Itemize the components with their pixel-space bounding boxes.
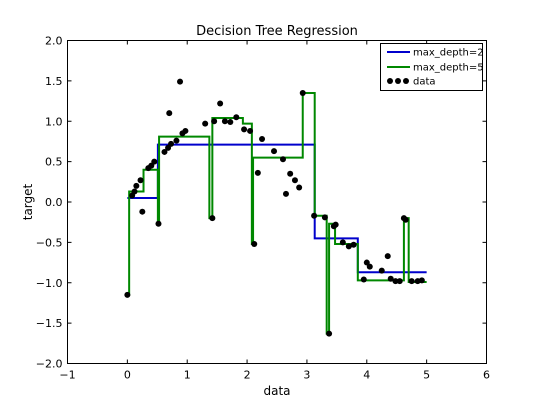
series-line-max-depth-5 [127, 91, 427, 335]
data-point [211, 118, 218, 125]
data-point [392, 278, 399, 285]
series-layer [124, 78, 427, 337]
data-point [155, 220, 162, 227]
legend-label-max-depth-5: max_depth=5 [413, 63, 484, 74]
y-tick-label: −2.0 [36, 358, 63, 371]
data-point [378, 267, 385, 274]
y-tick-label: 2.0 [45, 35, 63, 48]
data-point [345, 243, 352, 250]
data-point [173, 137, 180, 144]
x-tick-label: 4 [363, 369, 370, 382]
data-point [366, 263, 373, 270]
x-axis-label: data [263, 384, 290, 398]
data-point [418, 277, 425, 284]
data-point [384, 253, 391, 260]
data-point [339, 239, 346, 246]
x-tick-label: 2 [244, 369, 251, 382]
data-point [151, 158, 158, 165]
plot-frame [67, 40, 487, 364]
y-axis-label: target [21, 183, 35, 220]
data-point [177, 78, 184, 85]
x-tick-label: 0 [124, 369, 131, 382]
data-point [279, 156, 286, 163]
data-point [259, 136, 266, 143]
y-tick-label: −1.0 [36, 277, 63, 290]
x-tick-label: 3 [303, 369, 310, 382]
data-point [217, 100, 224, 107]
data-point [311, 212, 318, 219]
data-point [233, 114, 240, 121]
data-point [350, 241, 357, 248]
data-point [241, 126, 248, 133]
y-tick-label: 1.5 [45, 75, 63, 88]
x-tick-label: −1 [59, 369, 75, 382]
legend: max_depth=2 max_depth=5 data [380, 43, 484, 91]
data-point [408, 278, 415, 285]
data-point [326, 330, 333, 337]
x-tick-label: 6 [483, 369, 490, 382]
data-point [287, 170, 294, 177]
data-point [168, 140, 175, 147]
data-point [271, 148, 278, 155]
data-point [124, 291, 131, 298]
data-point [396, 278, 403, 285]
data-point [131, 188, 138, 195]
data-point [387, 275, 394, 282]
x-tick-label: 1 [184, 369, 191, 382]
data-point [321, 214, 328, 221]
data-point [332, 221, 339, 228]
data-point [133, 182, 140, 189]
data-point [227, 119, 234, 126]
data-point [251, 240, 258, 247]
data-point [360, 276, 367, 283]
legend-label-max-depth-2: max_depth=2 [413, 48, 484, 59]
y-tick-label: 0.0 [45, 196, 63, 209]
data-point [182, 127, 189, 134]
legend-label-data: data [413, 77, 436, 88]
legend-swatch-data-dot [403, 78, 409, 84]
data-point [282, 190, 289, 197]
data-point [209, 215, 216, 222]
x-tick-labels: −1 0 1 2 3 4 5 6 [59, 369, 490, 382]
tick-layer [67, 40, 487, 364]
data-point [291, 177, 298, 184]
data-point [402, 216, 409, 223]
data-point [254, 169, 261, 176]
y-tick-labels: −2.0 −1.5 −1.0 −0.5 0.0 0.5 1.0 1.5 2.0 [36, 35, 63, 371]
legend-swatch-data-dot [387, 78, 393, 84]
data-point [296, 184, 303, 191]
data-point [202, 120, 209, 127]
data-point [161, 148, 168, 155]
data-point [247, 127, 254, 134]
x-tick-label: 5 [423, 369, 430, 382]
plot-area [67, 40, 487, 364]
data-point [139, 208, 146, 215]
data-point [299, 89, 306, 96]
data-point [137, 177, 144, 184]
data-point [221, 118, 228, 125]
chart-title: Decision Tree Regression [196, 24, 358, 39]
legend-swatch-data-dot [395, 78, 401, 84]
y-tick-label: 0.5 [45, 156, 63, 169]
y-tick-label: −0.5 [36, 236, 63, 249]
y-tick-label: 1.0 [45, 115, 63, 128]
y-tick-label: −1.5 [36, 317, 63, 330]
data-point [166, 110, 173, 117]
